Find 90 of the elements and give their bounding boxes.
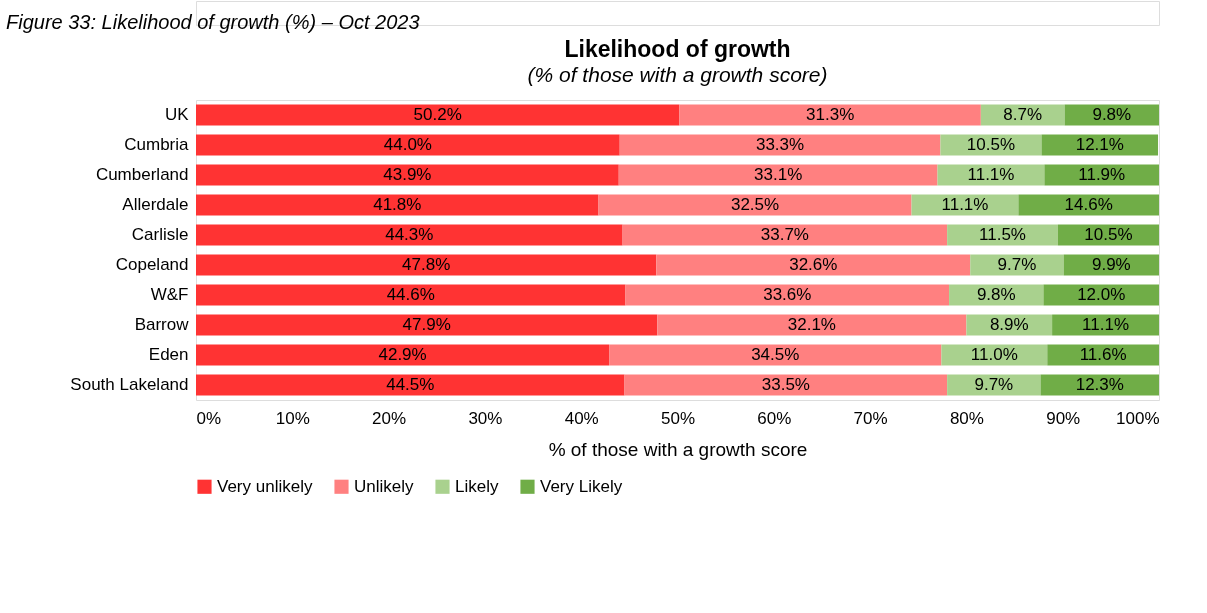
data-label: 43.9%	[383, 165, 432, 184]
data-label: 32.1%	[787, 315, 836, 334]
data-label: 41.8%	[373, 195, 422, 214]
bar	[609, 344, 942, 366]
bar	[196, 194, 599, 216]
data-label: 8.9%	[989, 315, 1029, 334]
y-tick-label: Barrow	[134, 315, 190, 334]
chart-subtitle: (% of those with a growth score)	[527, 63, 828, 86]
data-label: 33.6%	[763, 285, 812, 304]
data-label: 8.7%	[1003, 105, 1043, 124]
bar	[196, 224, 623, 246]
y-tick-label: Cumberland	[95, 165, 189, 184]
x-tick-label: 20%	[372, 408, 407, 428]
x-axis-title: % of those with a growth score	[548, 438, 808, 460]
data-label: 47.8%	[402, 255, 451, 274]
data-label: 11.1%	[941, 195, 989, 214]
x-tick-label: 50%	[660, 408, 696, 428]
data-label: 11.6%	[1079, 345, 1127, 364]
legend-label: Very Likely	[540, 476, 623, 496]
caption: Figure 33: Likelihood of growth (%) – Oct 2023	[6, 11, 420, 33]
data-label: 10.5%	[966, 135, 1016, 154]
data-label: 12.1%	[1075, 135, 1124, 154]
y-tick-label: Carlisle	[131, 225, 189, 244]
data-label: 9.8%	[976, 285, 1016, 304]
data-label: 47.9%	[402, 315, 451, 334]
data-label: 44.3%	[385, 225, 434, 244]
data-label: 12.0%	[1077, 285, 1126, 304]
bar	[196, 374, 625, 396]
x-tick-label: 10%	[275, 408, 310, 428]
data-label: 33.5%	[761, 375, 810, 394]
data-label: 11.1%	[967, 165, 1015, 184]
x-tick-label: 90%	[1046, 408, 1081, 428]
bar	[1018, 194, 1159, 216]
y-tick-label: UK	[164, 105, 190, 124]
bar	[196, 164, 619, 186]
y-tick-label: Eden	[148, 345, 189, 364]
data-label: 32.5%	[730, 195, 780, 214]
data-label: 44.6%	[386, 285, 435, 304]
bar	[625, 284, 950, 306]
data-label: 33.7%	[760, 225, 809, 244]
bar	[622, 224, 948, 246]
x-tick-label: 100%	[1116, 408, 1160, 428]
data-label: 50.2%	[413, 105, 462, 124]
bar	[679, 104, 981, 126]
bar	[619, 134, 941, 156]
data-label: 11.1%	[1082, 315, 1130, 334]
y-tick-label: Cumbria	[124, 135, 190, 154]
data-label: 32.6%	[789, 255, 838, 274]
data-label: 12.3%	[1075, 375, 1124, 394]
data-label: 31.3%	[806, 105, 855, 124]
x-tick-label: 80%	[949, 408, 984, 428]
chart-title: Likelihood of growth	[564, 36, 791, 62]
x-tick-label: 0%	[196, 408, 222, 428]
bar	[196, 104, 680, 126]
bar	[656, 254, 971, 276]
legend-label: Unlikely	[354, 476, 415, 496]
data-label: 42.9%	[378, 345, 427, 364]
x-tick-label: 60%	[757, 408, 792, 428]
bar	[618, 164, 938, 186]
bar	[196, 134, 620, 156]
bar	[598, 194, 912, 216]
bar	[196, 254, 657, 276]
data-label: 9.7%	[974, 375, 1014, 394]
data-label: 44.0%	[383, 135, 432, 154]
bar	[624, 374, 948, 396]
y-tick-label: Copeland	[115, 255, 189, 274]
data-label: 33.1%	[754, 165, 803, 184]
data-label: 10.5%	[1084, 225, 1133, 244]
x-tick-label: 30%	[468, 408, 503, 428]
data-label: 34.5%	[751, 345, 800, 364]
legend-label: Likely	[455, 476, 499, 496]
data-label: 11.5%	[979, 225, 1026, 244]
data-label: 14.6%	[1064, 195, 1113, 214]
data-label: 9.9%	[1091, 255, 1131, 274]
bar	[196, 314, 658, 336]
data-label: 33.3%	[755, 135, 805, 154]
bar	[196, 284, 626, 306]
y-tick-label: South Lakeland	[70, 375, 189, 394]
data-label: 9.7%	[997, 255, 1037, 274]
y-tick-label: W&F	[150, 285, 189, 304]
y-tick-label: Allerdale	[122, 195, 189, 214]
data-label: 11.9%	[1078, 165, 1126, 184]
legend-label: Very unlikely	[217, 476, 313, 496]
bar	[196, 344, 610, 366]
data-label: 11.0%	[970, 345, 1018, 364]
x-tick-label: 70%	[853, 408, 888, 428]
data-label: 44.5%	[386, 375, 435, 394]
bar	[657, 314, 967, 336]
x-tick-label: 40%	[564, 408, 599, 428]
data-label: 9.8%	[1092, 105, 1132, 124]
